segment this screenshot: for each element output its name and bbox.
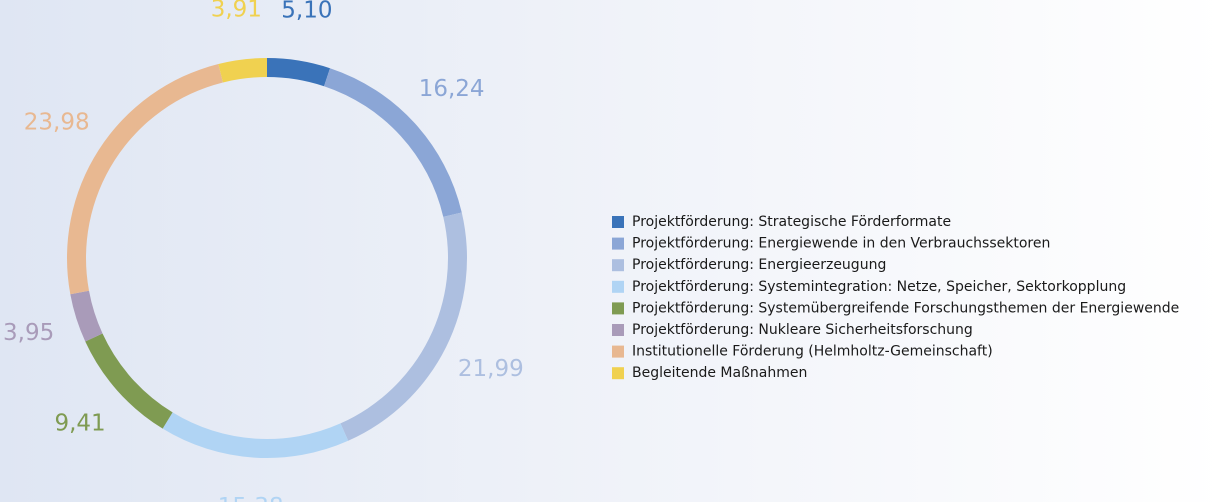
donut-segment (340, 212, 468, 441)
legend-label: Projektförderung: Energiewende in den Ve… (632, 236, 1050, 252)
value-label: 16,24 (419, 76, 485, 102)
value-label: 23,98 (24, 109, 90, 135)
donut-segment (162, 412, 349, 458)
value-label: 21,99 (458, 356, 524, 382)
value-label: 3,91 (211, 0, 262, 22)
legend-label: Institutionelle Förderung (Helmholtz-Gem… (632, 344, 993, 360)
legend-swatch (612, 324, 624, 336)
value-label: 3,95 (3, 320, 54, 346)
legend-label: Projektförderung: Systemintegration: Net… (632, 279, 1126, 295)
legend-swatch (612, 259, 624, 272)
value-label: 15,38 (218, 494, 284, 502)
legend-label: Projektförderung: Systemübergreifende Fo… (632, 300, 1179, 316)
donut-segment (85, 333, 173, 429)
value-label: 5,10 (281, 0, 332, 24)
value-label: 9,41 (54, 411, 105, 437)
legend-label: Begleitende Maßnahmen (632, 365, 807, 381)
donut-segment (324, 68, 462, 217)
legend-swatch (612, 302, 624, 315)
donut-segment (70, 290, 103, 342)
legend-swatch (612, 367, 624, 380)
legend-label: Projektförderung: Strategische Förderfor… (632, 214, 951, 230)
legend-label: Projektförderung: Nukleare Sicherheitsfo… (632, 322, 973, 338)
legend-swatch (612, 280, 624, 293)
legend-swatch (612, 345, 624, 358)
legend-swatch (612, 216, 624, 228)
donut-segment (267, 58, 331, 87)
donut-segment (218, 58, 267, 83)
legend-label: Projektförderung: Energieerzeugung (632, 257, 886, 273)
donut-segment (67, 64, 223, 295)
legend-swatch (612, 237, 624, 250)
